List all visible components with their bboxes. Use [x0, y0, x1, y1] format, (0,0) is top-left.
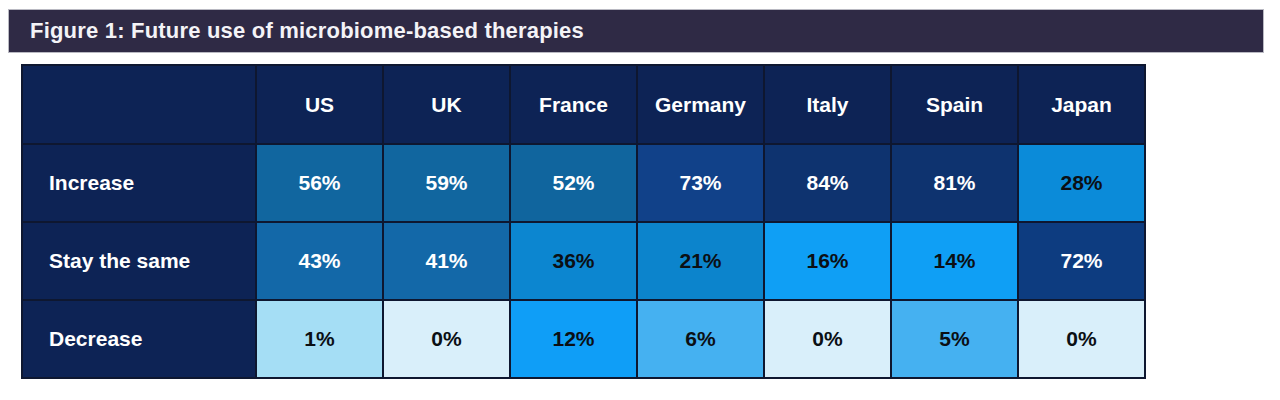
- heatmap-cell-0-6: 28%: [1019, 145, 1144, 221]
- page: Figure 1: Future use of microbiome-based…: [0, 0, 1280, 400]
- heatmap-cell-1-6: 72%: [1019, 223, 1144, 299]
- heatmap-cell-1-2: 36%: [511, 223, 636, 299]
- column-header-france: France: [511, 66, 636, 143]
- heatmap-cell-0-0: 56%: [257, 145, 382, 221]
- heatmap-cell-1-4: 16%: [765, 223, 890, 299]
- heatmap-cell-0-4: 84%: [765, 145, 890, 221]
- row-label-decrease: Decrease: [23, 301, 255, 377]
- heatmap-cell-1-1: 41%: [384, 223, 509, 299]
- column-header-japan: Japan: [1019, 66, 1144, 143]
- figure-title: Figure 1: Future use of microbiome-based…: [30, 18, 584, 44]
- row-label-increase: Increase: [23, 145, 255, 221]
- heatmap-cell-2-2: 12%: [511, 301, 636, 377]
- corner-cell: [23, 66, 255, 143]
- heatmap-cell-1-5: 14%: [892, 223, 1017, 299]
- heatmap-cell-0-5: 81%: [892, 145, 1017, 221]
- heatmap-cell-2-4: 0%: [765, 301, 890, 377]
- heatmap-cell-2-6: 0%: [1019, 301, 1144, 377]
- heatmap-cell-2-1: 0%: [384, 301, 509, 377]
- heatmap-cell-0-1: 59%: [384, 145, 509, 221]
- heatmap-cell-1-3: 21%: [638, 223, 763, 299]
- row-label-stay-the-same: Stay the same: [23, 223, 255, 299]
- column-header-italy: Italy: [765, 66, 890, 143]
- heatmap-cell-1-0: 43%: [257, 223, 382, 299]
- heatmap-cell-2-3: 6%: [638, 301, 763, 377]
- heatmap-table: USUKFranceGermanyItalySpainJapan Increase…: [21, 64, 1146, 379]
- heatmap-cell-0-2: 52%: [511, 145, 636, 221]
- heatmap-cell-2-0: 1%: [257, 301, 382, 377]
- column-header-spain: Spain: [892, 66, 1017, 143]
- column-header-us: US: [257, 66, 382, 143]
- heatmap-cell-0-3: 73%: [638, 145, 763, 221]
- column-header-germany: Germany: [638, 66, 763, 143]
- figure-title-bar: Figure 1: Future use of microbiome-based…: [8, 9, 1264, 53]
- heatmap-cell-2-5: 5%: [892, 301, 1017, 377]
- column-header-uk: UK: [384, 66, 509, 143]
